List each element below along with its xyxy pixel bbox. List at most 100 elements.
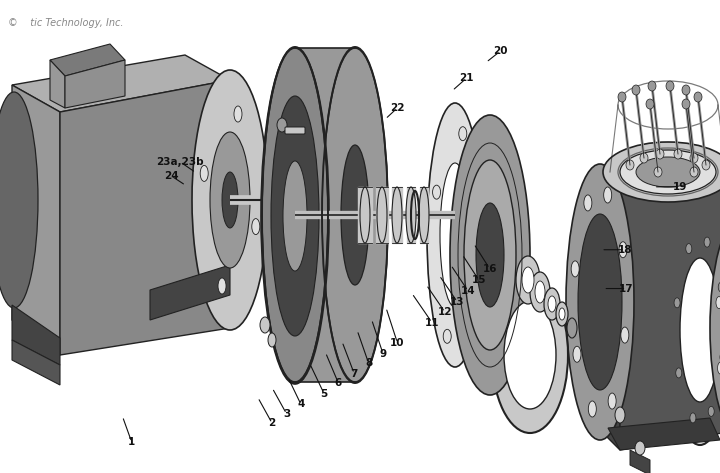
Text: 5: 5 xyxy=(320,388,328,399)
Ellipse shape xyxy=(719,282,720,292)
Ellipse shape xyxy=(504,301,556,409)
Text: 15: 15 xyxy=(472,275,486,285)
Ellipse shape xyxy=(686,244,692,254)
Ellipse shape xyxy=(440,163,470,307)
Ellipse shape xyxy=(626,160,634,170)
Polygon shape xyxy=(12,305,60,365)
Ellipse shape xyxy=(682,99,690,109)
Ellipse shape xyxy=(676,368,682,378)
Ellipse shape xyxy=(360,187,370,243)
Ellipse shape xyxy=(621,327,629,343)
Text: 24: 24 xyxy=(164,171,179,181)
Ellipse shape xyxy=(620,150,716,194)
Ellipse shape xyxy=(666,81,674,91)
Ellipse shape xyxy=(392,187,402,243)
Text: 3: 3 xyxy=(283,409,290,419)
Ellipse shape xyxy=(271,96,319,336)
Text: 16: 16 xyxy=(482,263,497,274)
Ellipse shape xyxy=(690,167,698,177)
Ellipse shape xyxy=(668,215,720,445)
Text: 2: 2 xyxy=(269,418,276,429)
Ellipse shape xyxy=(559,308,565,320)
Ellipse shape xyxy=(262,48,328,382)
Text: 9: 9 xyxy=(379,349,387,359)
Ellipse shape xyxy=(640,153,648,163)
Ellipse shape xyxy=(218,278,226,294)
Text: 18: 18 xyxy=(618,245,632,255)
Ellipse shape xyxy=(492,277,568,433)
Ellipse shape xyxy=(548,296,556,312)
Ellipse shape xyxy=(544,288,560,320)
Text: 23a,23b: 23a,23b xyxy=(156,157,204,167)
Ellipse shape xyxy=(516,256,540,304)
Ellipse shape xyxy=(469,271,477,285)
Text: 22: 22 xyxy=(390,103,405,113)
Ellipse shape xyxy=(710,218,720,438)
Ellipse shape xyxy=(377,187,387,243)
Ellipse shape xyxy=(646,99,654,109)
Text: 11: 11 xyxy=(425,317,439,328)
Ellipse shape xyxy=(464,160,516,350)
Ellipse shape xyxy=(556,302,568,326)
Ellipse shape xyxy=(654,167,662,177)
Ellipse shape xyxy=(252,219,260,235)
Ellipse shape xyxy=(268,333,276,347)
Ellipse shape xyxy=(690,153,698,163)
Polygon shape xyxy=(12,55,230,112)
Ellipse shape xyxy=(566,164,634,440)
Ellipse shape xyxy=(680,258,720,402)
Ellipse shape xyxy=(718,362,720,374)
Ellipse shape xyxy=(0,92,38,308)
Text: 12: 12 xyxy=(438,307,452,317)
Ellipse shape xyxy=(567,318,577,338)
Ellipse shape xyxy=(573,346,581,362)
Ellipse shape xyxy=(210,132,250,268)
Polygon shape xyxy=(358,187,372,243)
Ellipse shape xyxy=(419,187,429,243)
Ellipse shape xyxy=(635,441,645,455)
Ellipse shape xyxy=(636,157,700,187)
Text: 19: 19 xyxy=(673,182,688,192)
Ellipse shape xyxy=(192,70,268,330)
Ellipse shape xyxy=(588,401,596,417)
Ellipse shape xyxy=(260,317,270,333)
Polygon shape xyxy=(65,60,125,108)
Ellipse shape xyxy=(450,115,530,395)
Ellipse shape xyxy=(406,187,416,243)
Ellipse shape xyxy=(690,413,696,423)
Ellipse shape xyxy=(704,237,710,247)
Ellipse shape xyxy=(571,261,579,277)
Text: 7: 7 xyxy=(351,368,358,379)
Polygon shape xyxy=(150,265,230,320)
Polygon shape xyxy=(600,172,620,450)
Text: 6: 6 xyxy=(335,378,342,388)
Polygon shape xyxy=(50,44,125,76)
FancyBboxPatch shape xyxy=(285,127,305,134)
Ellipse shape xyxy=(702,160,710,170)
Polygon shape xyxy=(12,85,60,355)
Text: 1: 1 xyxy=(128,437,135,447)
Polygon shape xyxy=(600,172,720,190)
Ellipse shape xyxy=(656,149,664,159)
Ellipse shape xyxy=(200,166,208,182)
Text: 21: 21 xyxy=(459,73,474,83)
Text: 14: 14 xyxy=(461,286,475,296)
Ellipse shape xyxy=(603,187,612,203)
Ellipse shape xyxy=(234,106,242,122)
Ellipse shape xyxy=(444,329,451,343)
Ellipse shape xyxy=(341,145,369,285)
Ellipse shape xyxy=(708,406,714,416)
Ellipse shape xyxy=(716,297,720,308)
Text: ©    tic Technology, Inc.: © tic Technology, Inc. xyxy=(8,18,124,28)
Ellipse shape xyxy=(694,92,702,102)
Ellipse shape xyxy=(530,272,550,312)
Ellipse shape xyxy=(261,48,329,384)
Ellipse shape xyxy=(648,81,656,91)
Ellipse shape xyxy=(433,185,441,199)
Ellipse shape xyxy=(427,103,483,367)
Polygon shape xyxy=(392,187,402,243)
Ellipse shape xyxy=(522,267,534,293)
Polygon shape xyxy=(620,190,720,450)
Ellipse shape xyxy=(682,85,690,95)
Polygon shape xyxy=(295,48,355,382)
